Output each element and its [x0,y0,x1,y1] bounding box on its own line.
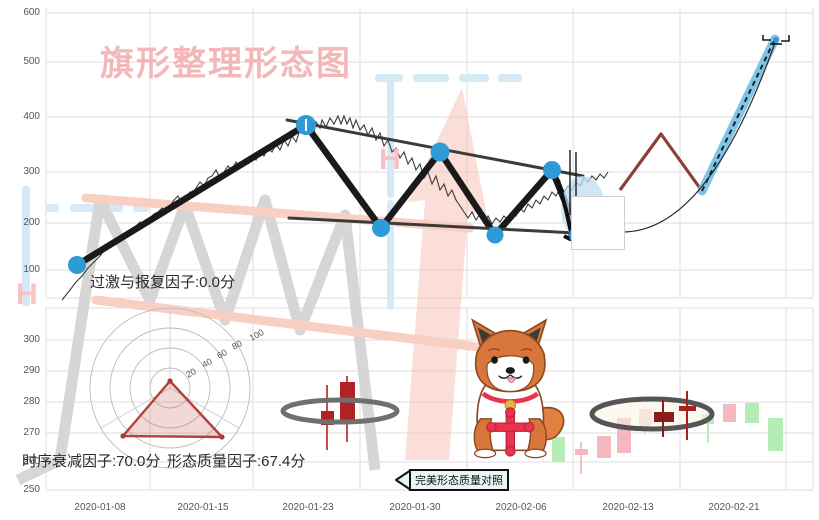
candle-right-6-front [654,400,674,437]
ellipse-highlight-icon-left [280,397,400,425]
perfect-pattern-callout[interactable]: 完美形态质量对照 [409,469,509,491]
indicator-ytick-300: 300 [23,334,40,345]
xtick-2020-02-06: 2020-02-06 [495,502,547,513]
candle-right-9 [723,404,736,422]
h-watermark-center: H [379,143,401,176]
lower-support-line [287,216,578,235]
price-ytick-300: 300 [23,166,40,177]
xtick-2020-01-08: 2020-01-08 [74,502,126,513]
pivot-markers[interactable] [68,115,587,274]
pattern-quality-factor-label: 形态质量因子:67.4分 [167,453,306,470]
price-ytick-100: 100 [23,264,40,275]
price-ytick-200: 200 [23,217,40,228]
grey-zigzag-watermark [15,194,381,485]
indicator-ytick-250: 250 [23,484,40,495]
candle-right-10 [745,403,759,423]
price-ytick-400: 400 [23,111,40,122]
forecast-zigzag [618,132,704,192]
xtick-2020-01-23: 2020-01-23 [282,502,334,513]
candle-right-7-front [679,391,696,440]
h-watermark-left: H [16,278,38,311]
blue-dash-strip-top [375,74,522,82]
blue-vertical-bars [22,78,394,310]
radar-vertices [120,378,225,440]
main-watermark: 旗形整理形态图 [100,45,352,83]
up-arrow-icon [405,88,487,460]
shiba-dog-icon-large [471,318,565,459]
xtick-2020-01-15: 2020-01-15 [177,502,229,513]
price-ytick-500: 500 [23,56,40,67]
candle-right-11 [768,418,783,451]
candle-right-2 [575,442,588,474]
xtick-2020-02-21: 2020-02-21 [708,502,760,513]
projection-curve [624,39,777,233]
pivot-marker-3[interactable] [372,219,390,237]
pivot-marker-1[interactable] [68,256,86,274]
ellipse-highlight-icon-right [589,396,715,432]
radar-polygon [121,379,224,439]
pivot-marker-4[interactable] [430,142,450,162]
pivot-marker-6[interactable] [543,161,561,179]
target-point [773,37,779,43]
projection-ray-dashed [701,38,776,192]
overreaction-factor-label: 过激与报复因子:0.0分 [90,274,236,291]
quality-radar-chart [89,307,251,469]
target-marker [762,35,790,45]
candle-right-1 [552,437,565,462]
candle-right-3 [597,436,611,458]
xtick-2020-01-30: 2020-01-30 [389,502,441,513]
pivot-marker-5[interactable] [486,226,504,244]
indicator-ytick-280: 280 [23,396,40,407]
price-ytick-600: 600 [23,7,40,18]
indicator-ytick-260: 260 [23,456,40,467]
xtick-2020-02-13: 2020-02-13 [602,502,654,513]
indicator-ytick-290: 290 [23,365,40,376]
time-decay-factor-label: 时序衰减因子:70.0分 [22,453,161,470]
indicator-ytick-270: 270 [23,427,40,438]
shiba-dog-box [571,196,625,250]
